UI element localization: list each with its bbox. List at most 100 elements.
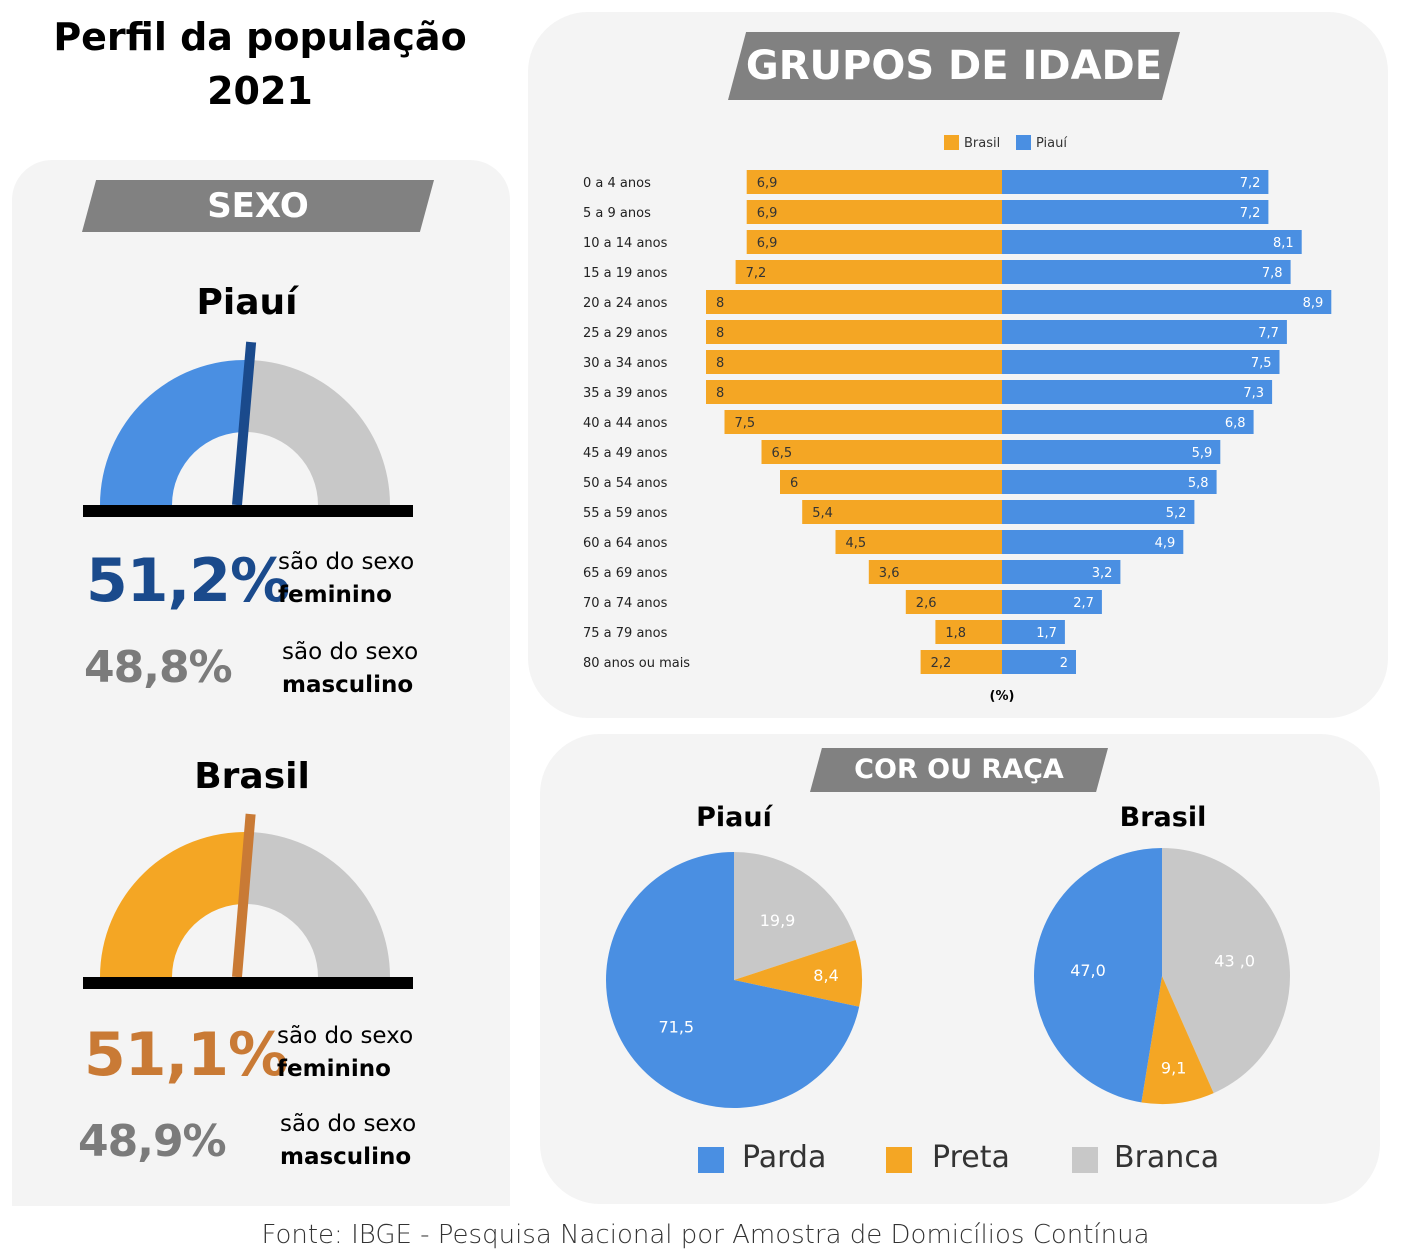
- bar-brasil: [746, 200, 1002, 224]
- bar-piaui: [1002, 500, 1195, 524]
- brasil-female-word: feminino: [277, 1056, 391, 1082]
- piaui-male-percent: 48,8%: [84, 642, 233, 693]
- piaui-gauge-male-arc: [247, 360, 390, 505]
- bar-piaui-label: 7,3: [1243, 386, 1264, 401]
- bar-brasil-label: 6,9: [757, 206, 778, 221]
- bar-brasil-label: 7,5: [735, 416, 756, 431]
- bar-piaui: [1002, 620, 1065, 644]
- bar-piaui: [1002, 530, 1184, 554]
- bar-piaui: [1002, 590, 1102, 614]
- legend-label-piaui: Piauí: [1036, 136, 1067, 151]
- bar-piaui-label: 5,9: [1192, 446, 1213, 461]
- bar-piaui: [1002, 440, 1221, 464]
- piaui-race-pie: 19,9 8,4 71,5: [606, 852, 862, 1108]
- brasil-gauge-needle: [232, 813, 256, 978]
- bar-piaui: [1002, 350, 1280, 374]
- bar-brasil-label: 5,4: [812, 506, 833, 521]
- bar-piaui-label: 7,8: [1262, 266, 1283, 281]
- bar-brasil: [706, 290, 1002, 314]
- bar-brasil-label: 2,2: [931, 656, 952, 671]
- bar-brasil: [761, 440, 1002, 464]
- bar-brasil-label: 6,5: [772, 446, 793, 461]
- bar-brasil: [735, 260, 1002, 284]
- age-category-label: 50 a 54 anos: [583, 476, 668, 491]
- bar-brasil-label: 1,8: [945, 626, 966, 641]
- bar-piaui-label: 2: [1060, 656, 1068, 671]
- race-banner: COR OU RAÇA: [810, 748, 1108, 792]
- legend-swatch-parda: [698, 1147, 724, 1173]
- brasil-female-desc-text: são do sexo: [277, 1023, 414, 1049]
- brasil-slice-label-preta: 9,1: [1161, 1058, 1186, 1077]
- bar-piaui: [1002, 560, 1121, 584]
- piaui-slice-label-preta: 8,4: [813, 966, 838, 985]
- bar-piaui-label: 7,5: [1251, 356, 1272, 371]
- bar-piaui-label: 2,7: [1073, 596, 1094, 611]
- brasil-pie-title: Brasil: [1119, 802, 1207, 833]
- brasil-gauge-base: [83, 977, 413, 989]
- brasil-male-percent: 48,9%: [78, 1116, 227, 1167]
- piaui-sexo-title: Piauí: [196, 282, 298, 323]
- piaui-slice-parda: [606, 852, 860, 1108]
- bar-brasil: [724, 410, 1002, 434]
- brasil-female-percent: 51,1%: [84, 1020, 288, 1090]
- brasil-sexo-title: Brasil: [194, 756, 310, 797]
- bar-brasil-label: 4,5: [846, 536, 867, 551]
- sexo-banner: SEXO: [82, 180, 434, 232]
- bar-brasil-label: 6,9: [757, 176, 778, 191]
- age-category-label: 30 a 34 anos: [583, 356, 668, 371]
- bar-piaui: [1002, 290, 1332, 314]
- bar-brasil-label: 7,2: [746, 266, 767, 281]
- bar-piaui-label: 1,7: [1036, 626, 1057, 641]
- age-category-label: 55 a 59 anos: [583, 506, 668, 521]
- bar-piaui: [1002, 380, 1273, 404]
- piaui-gauge-needle: [232, 341, 257, 506]
- bar-brasil-label: 3,6: [879, 566, 900, 581]
- brasil-slice-parda: [1034, 848, 1162, 1103]
- age-category-label: 5 a 9 anos: [583, 206, 651, 221]
- brasil-gauge-female-arc: [100, 832, 251, 977]
- bar-brasil: [835, 530, 1002, 554]
- bar-piaui-label: 7,2: [1240, 206, 1261, 221]
- age-category-label: 65 a 69 anos: [583, 566, 668, 581]
- bar-brasil: [746, 230, 1002, 254]
- legend-swatch-preta: [886, 1147, 912, 1173]
- legend-label-preta: Preta: [932, 1140, 1010, 1175]
- brasil-slice-label-branca: 43 ,0: [1214, 952, 1255, 971]
- age-category-label: 20 a 24 anos: [583, 296, 668, 311]
- bar-piaui-label: 5,2: [1166, 506, 1187, 521]
- piaui-slice-preta: [734, 939, 862, 1007]
- age-category-label: 25 a 29 anos: [583, 326, 668, 341]
- piaui-male-desc: são do sexo masculino: [282, 636, 418, 702]
- piaui-male-desc-text: são do sexo: [282, 639, 419, 665]
- brasil-male-desc-text: são do sexo: [280, 1111, 417, 1137]
- brasil-male-desc: são do sexo masculino: [280, 1108, 416, 1174]
- bar-brasil: [706, 320, 1002, 344]
- bar-brasil: [868, 560, 1002, 584]
- bar-piaui-label: 7,2: [1240, 176, 1261, 191]
- piaui-female-percent: 51,2%: [86, 546, 290, 616]
- brasil-male-word: masculino: [280, 1144, 412, 1170]
- sexo-panel: [12, 160, 510, 1206]
- piaui-gauge-female-arc: [100, 360, 251, 505]
- piaui-slice-label-branca: 19,9: [760, 911, 796, 930]
- bar-piaui: [1002, 260, 1291, 284]
- bar-piaui: [1002, 410, 1254, 434]
- bar-brasil-label: 2,6: [916, 596, 937, 611]
- piaui-male-word: masculino: [282, 672, 414, 698]
- brasil-female-desc: são do sexo feminino: [277, 1020, 413, 1086]
- bar-piaui: [1002, 230, 1302, 254]
- brasil-gauge-male-arc: [247, 832, 390, 977]
- bar-brasil: [780, 470, 1002, 494]
- piaui-sex-gauge: [83, 341, 413, 517]
- age-category-label: 45 a 49 anos: [583, 446, 668, 461]
- legend-label-branca: Branca: [1114, 1140, 1220, 1175]
- piaui-pie-title: Piauí: [696, 802, 772, 833]
- brasil-slice-preta: [1141, 976, 1214, 1104]
- bar-piaui-label: 6,8: [1225, 416, 1246, 431]
- brasil-slice-label-parda: 47,0: [1070, 961, 1106, 980]
- piaui-female-desc-text: são do sexo: [278, 549, 415, 575]
- age-category-label: 15 a 19 anos: [583, 266, 668, 281]
- age-category-label: 40 a 44 anos: [583, 416, 668, 431]
- bar-brasil: [802, 500, 1002, 524]
- piaui-female-word: feminino: [278, 582, 392, 608]
